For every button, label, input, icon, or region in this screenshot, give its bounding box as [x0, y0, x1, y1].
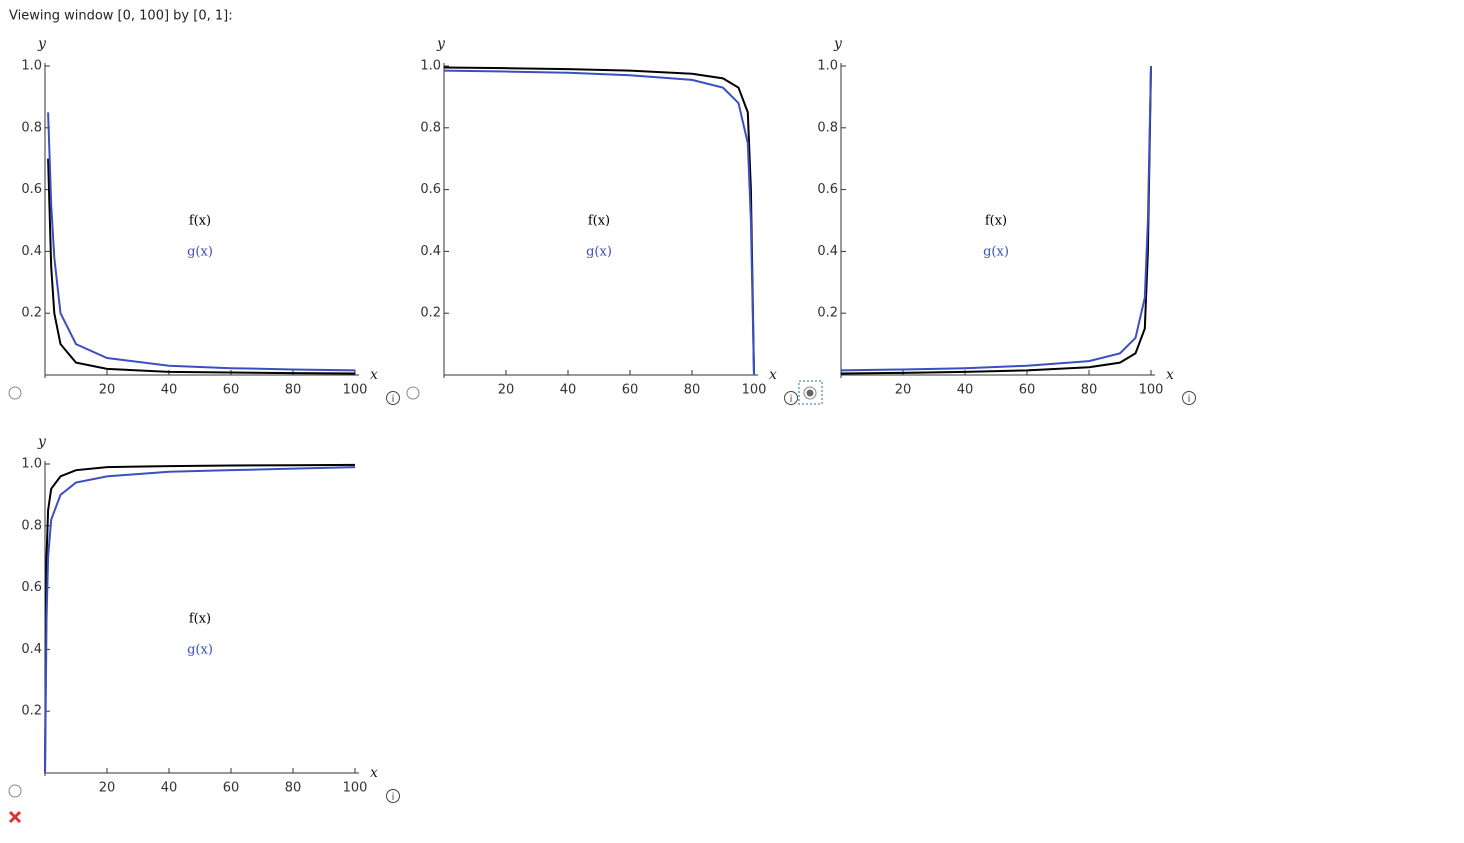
- legend-label: f(x): [189, 612, 211, 627]
- x-tick-label: 20: [99, 383, 116, 398]
- legend-label: g(x): [586, 245, 612, 260]
- legend-label: g(x): [187, 643, 213, 658]
- y-tick-label: 0.6: [420, 182, 441, 197]
- x-tick-label: 20: [895, 383, 912, 398]
- x-axis-label: x: [370, 765, 378, 781]
- x-tick-label: 100: [343, 781, 368, 796]
- y-tick-label: 0.2: [817, 306, 838, 321]
- radio-option[interactable]: [406, 386, 420, 400]
- y-tick-label: 1.0: [817, 59, 838, 74]
- radio-option[interactable]: [8, 386, 22, 400]
- info-icon[interactable]: i: [386, 789, 400, 804]
- x-tick-label: 20: [99, 781, 116, 796]
- y-axis-label: y: [833, 36, 843, 52]
- y-tick-label: 1.0: [420, 59, 441, 74]
- svg-text:i: i: [1188, 394, 1191, 405]
- y-tick-label: 0.6: [817, 182, 838, 197]
- x-tick-label: 80: [285, 383, 302, 398]
- x-tick-label: 80: [1081, 383, 1098, 398]
- x-tick-label: 40: [161, 383, 178, 398]
- x-tick-label: 80: [684, 383, 701, 398]
- y-tick-label: 1.0: [21, 457, 42, 472]
- y-axis-label: y: [37, 434, 47, 450]
- x-tick-label: 40: [560, 383, 577, 398]
- x-tick-label: 60: [223, 781, 240, 796]
- y-tick-label: 0.8: [21, 120, 42, 135]
- y-tick-label: 0.6: [21, 580, 42, 595]
- svg-text:i: i: [392, 394, 395, 405]
- legend-label: f(x): [189, 214, 211, 229]
- y-tick-label: 0.4: [21, 244, 42, 259]
- y-tick-label: 0.2: [21, 704, 42, 719]
- series-line: [47, 158, 356, 375]
- x-tick-label: 100: [1139, 383, 1164, 398]
- y-tick-label: 0.2: [21, 306, 42, 321]
- y-axis-label: y: [436, 36, 446, 52]
- info-icon[interactable]: i: [386, 391, 400, 406]
- x-tick-label: 40: [957, 383, 974, 398]
- x-tick-label: 60: [622, 383, 639, 398]
- x-tick-label: 80: [285, 781, 302, 796]
- radio-option[interactable]: [8, 784, 22, 798]
- y-tick-label: 0.2: [420, 306, 441, 321]
- series-line: [840, 65, 1152, 372]
- x-tick-label: 40: [161, 781, 178, 796]
- info-icon[interactable]: i: [1182, 391, 1196, 406]
- series-line: [44, 466, 356, 774]
- x-tick-label: 60: [1019, 383, 1036, 398]
- x-tick-label: 20: [498, 383, 515, 398]
- header-title: Viewing window [0, 100] by [0, 1]:: [9, 9, 233, 24]
- legend-label: f(x): [985, 214, 1007, 229]
- x-tick-label: 60: [223, 383, 240, 398]
- y-tick-label: 0.6: [21, 182, 42, 197]
- y-tick-label: 1.0: [21, 59, 42, 74]
- y-tick-label: 0.8: [21, 518, 42, 533]
- series-line: [44, 463, 356, 774]
- x-axis-label: x: [1166, 367, 1174, 383]
- x-tick-label: 100: [343, 383, 368, 398]
- x-axis-label: x: [370, 367, 378, 383]
- x-tick-label: 100: [742, 383, 767, 398]
- y-axis-label: y: [37, 36, 47, 52]
- svg-text:i: i: [392, 792, 395, 803]
- svg-text:i: i: [790, 394, 793, 405]
- y-tick-label: 0.4: [817, 244, 838, 259]
- radio-option-selected[interactable]: [798, 380, 823, 405]
- y-tick-label: 0.8: [817, 120, 838, 135]
- y-tick-label: 0.8: [420, 120, 441, 135]
- legend-label: g(x): [983, 245, 1009, 260]
- legend-label: f(x): [588, 214, 610, 229]
- x-axis-label: x: [769, 367, 777, 383]
- series-line: [443, 69, 755, 376]
- info-icon[interactable]: i: [784, 391, 798, 406]
- y-tick-label: 0.4: [420, 244, 441, 259]
- y-tick-label: 0.4: [21, 642, 42, 657]
- incorrect-mark: [8, 810, 22, 824]
- legend-label: g(x): [187, 245, 213, 260]
- series-line: [47, 112, 356, 372]
